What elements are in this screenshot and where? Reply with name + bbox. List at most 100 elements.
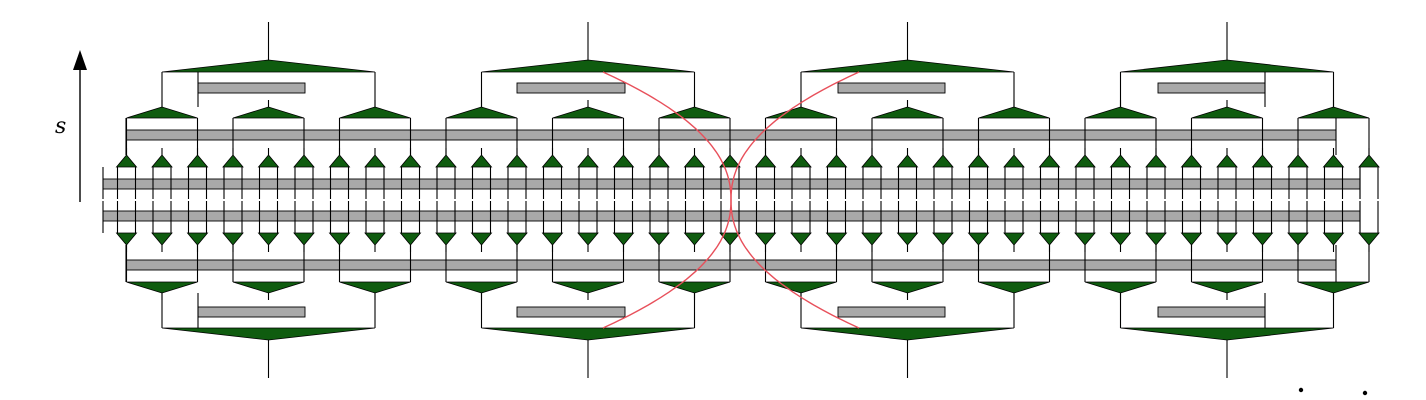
isometry-level-1: [1322, 154, 1345, 168]
light-cone-curve: [730, 71, 860, 200]
isometry-level-1: [1145, 232, 1167, 246]
isometry-level-1: [115, 154, 138, 168]
isometry-level-2: [765, 281, 837, 294]
isometry-level-1: [115, 232, 138, 246]
isometry-level-2: [1084, 106, 1157, 119]
isometry-level-1: [1251, 232, 1274, 246]
isometry-level-2: [871, 106, 944, 119]
isometry-level-1: [612, 232, 635, 246]
isometry-level-1: [328, 232, 351, 246]
light-cone-curves: [602, 71, 860, 329]
isometry-level-1: [861, 232, 883, 246]
isometry-level-1: [506, 232, 528, 246]
isometry-level-1: [719, 232, 741, 246]
corner-dot: [1362, 390, 1368, 396]
isometry-level-1: [1216, 232, 1238, 246]
isometry-level-1: [1287, 154, 1309, 168]
isometry-level-1: [1180, 232, 1203, 246]
isometry-level-2: [978, 106, 1050, 119]
isometry-level-1: [790, 154, 812, 168]
isometry-level-1: [790, 232, 812, 246]
bond-level-3: [516, 82, 626, 94]
isometry-level-2: [126, 106, 198, 119]
isometry-level-1: [1038, 154, 1061, 168]
isometry-level-2: [552, 281, 624, 294]
isometry-level-1: [541, 154, 564, 168]
wires: [102, 22, 1379, 378]
isometry-level-1: [612, 154, 635, 168]
isometry-level-1: [648, 232, 670, 246]
isometry-level-1: [399, 232, 422, 246]
bond-level-3: [197, 306, 306, 318]
isometry-level-2: [1084, 281, 1157, 294]
isometry-level-2: [552, 106, 624, 119]
isometry-level-2: [658, 281, 731, 294]
isometry-level-1: [506, 154, 528, 168]
isometry-level-1: [364, 154, 386, 168]
isometry-level-2: [978, 281, 1050, 294]
s-axis-label: s: [55, 114, 66, 139]
isometry-level-1: [1003, 154, 1025, 168]
isometry-level-1: [1003, 232, 1025, 246]
isometry-level-1: [754, 232, 777, 246]
isometry-level-1: [1145, 154, 1167, 168]
corner-dots: [1298, 387, 1368, 396]
isometry-level-3: [161, 327, 376, 341]
isometry-level-1: [1322, 232, 1345, 246]
isometry-level-1: [1038, 232, 1061, 246]
isometry-level-2: [126, 281, 198, 294]
light-cone-curve: [602, 200, 732, 329]
isometry-level-2: [232, 106, 305, 119]
isometry-level-2: [1191, 106, 1263, 119]
isometry-level-1: [932, 232, 954, 246]
isometry-level-1: [222, 232, 244, 246]
isometry-level-1: [1074, 232, 1096, 246]
bond-level-3: [837, 82, 946, 94]
isometry-level-1: [1287, 232, 1309, 246]
isometry-level-1: [683, 154, 706, 168]
corner-dot: [1298, 387, 1304, 393]
isometry-level-1: [577, 154, 599, 168]
isometry-level-2: [1191, 281, 1263, 294]
isometry-level-1: [1074, 154, 1096, 168]
isometry-level-1: [896, 154, 919, 168]
isometry-level-1: [683, 232, 706, 246]
bond-level-2: [125, 259, 1337, 271]
isometry-level-2: [232, 281, 305, 294]
bond-level-3: [837, 306, 946, 318]
isometry-level-1: [1358, 154, 1380, 168]
isometry-level-1: [1216, 154, 1238, 168]
isometry-level-2: [1297, 281, 1370, 294]
isometry-level-3: [481, 327, 695, 341]
isometry-level-1: [1109, 154, 1132, 168]
isometry-level-1: [648, 154, 670, 168]
isometry-level-1: [861, 154, 883, 168]
isometry-level-1: [293, 154, 315, 168]
isometry-level-1: [541, 232, 564, 246]
isometry-level-1: [435, 154, 457, 168]
light-cone-curve: [730, 200, 860, 329]
isometry-level-1: [151, 154, 173, 168]
isometry-level-1: [932, 154, 954, 168]
isometry-level-1: [1251, 154, 1274, 168]
isometry-level-3: [800, 59, 1015, 73]
isometry-level-1: [435, 232, 457, 246]
isometry-level-1: [328, 154, 351, 168]
bond-level-2: [125, 129, 1337, 141]
isometry-level-1: [257, 232, 280, 246]
isometry-level-3: [1120, 327, 1334, 341]
isometry-level-1: [470, 154, 493, 168]
isometry-level-1: [222, 154, 244, 168]
bond-level-3: [197, 82, 306, 94]
isometry-level-2: [339, 281, 411, 294]
isometry-level-1: [825, 232, 848, 246]
isometry-level-3: [161, 59, 376, 73]
isometry-level-2: [445, 281, 518, 294]
isometry-tensors: [115, 59, 1380, 341]
s-axis-arrowhead-icon: [73, 50, 87, 70]
bond-level-3: [516, 306, 626, 318]
isometry-level-1: [399, 154, 422, 168]
isometry-level-1: [896, 232, 919, 246]
isometry-level-2: [658, 106, 731, 119]
